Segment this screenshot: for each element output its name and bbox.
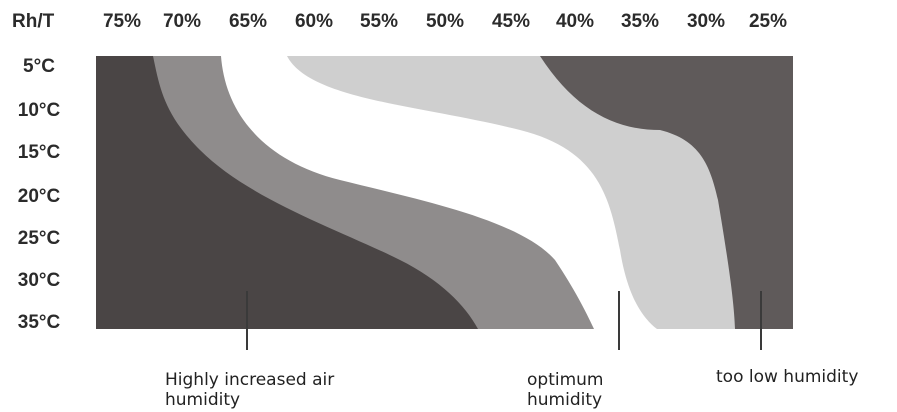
humidity-tick-25: 25% <box>748 11 788 32</box>
humidity-tick-30: 30% <box>686 11 726 32</box>
high-humidity-label: Highly increased air humidity <box>165 370 335 410</box>
temperature-tick-15: 15°C <box>17 142 61 163</box>
humidity-tick-75: 75% <box>102 11 142 32</box>
temperature-tick-10: 10°C <box>17 100 61 121</box>
temperature-tick-20: 20°C <box>17 186 61 207</box>
high-humidity-zone <box>96 56 478 329</box>
humidity-tick-40: 40% <box>555 11 595 32</box>
temperature-tick-25: 25°C <box>17 228 61 249</box>
humidity-tick-70: 70% <box>162 11 202 32</box>
temperature-tick-5: 5°C <box>23 56 55 77</box>
too-low-humidity-label: too low humidity <box>716 367 859 387</box>
humidity-tick-35: 35% <box>620 11 660 32</box>
humidity-tick-45: 45% <box>491 11 531 32</box>
optimum-humidity-label: optimum humidity <box>527 370 604 410</box>
corner-axis-label: Rh/T <box>12 11 55 32</box>
temperature-tick-30: 30°C <box>17 270 61 291</box>
humidity-tick-65: 65% <box>228 11 268 32</box>
humidity-tick-60: 60% <box>294 11 334 32</box>
temperature-tick-35: 35°C <box>17 312 61 333</box>
humidity-tick-50: 50% <box>425 11 465 32</box>
humidity-tick-55: 55% <box>359 11 399 32</box>
